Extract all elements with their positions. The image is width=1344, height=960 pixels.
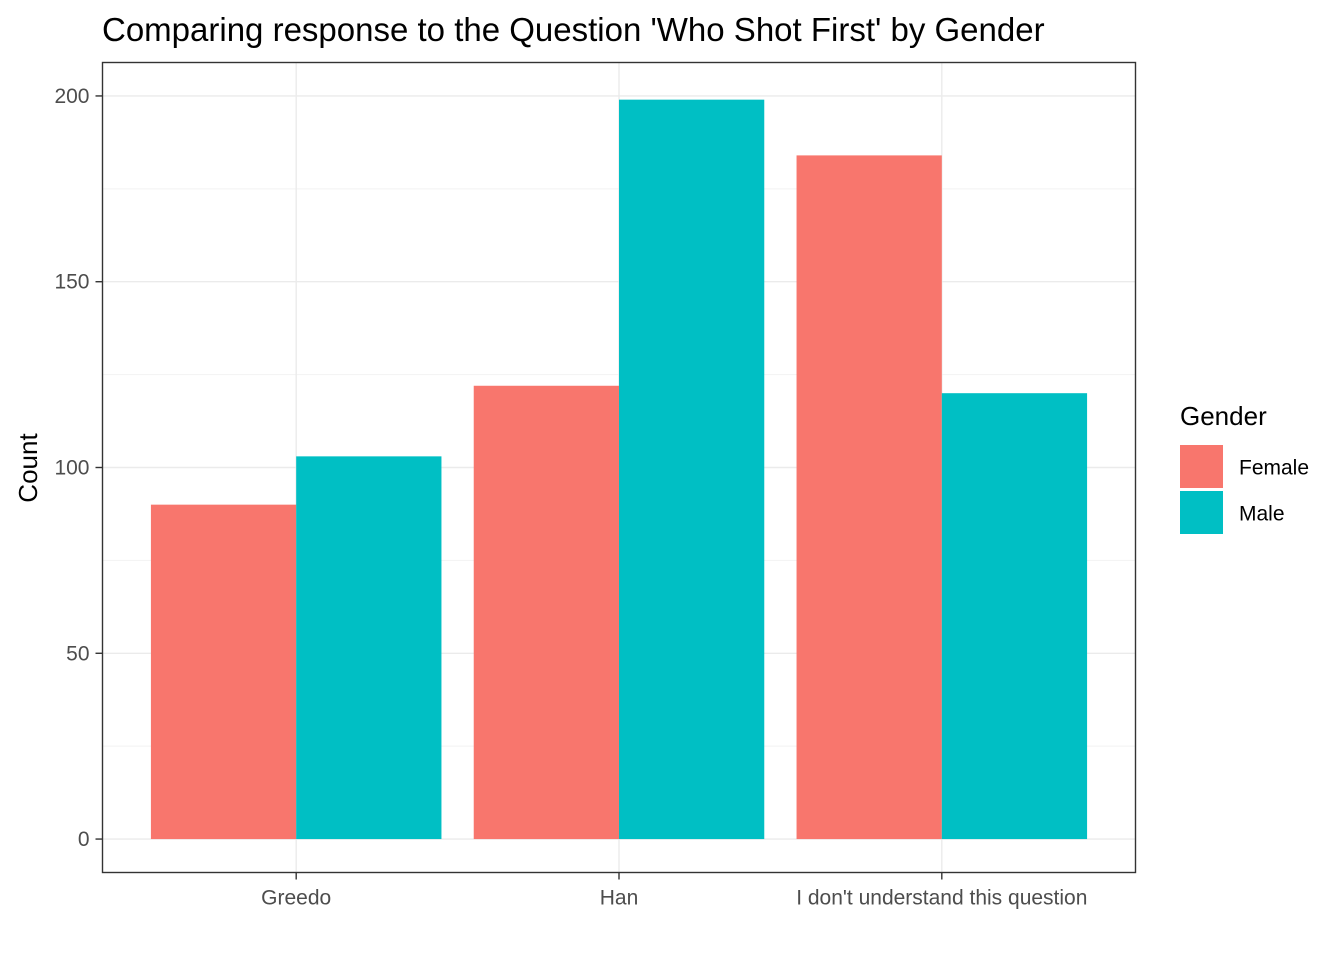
y-tick-label: 100 xyxy=(54,457,89,480)
bar-male-3 xyxy=(941,393,1088,840)
y-axis-title: Count xyxy=(13,433,43,503)
bar-female-3 xyxy=(796,155,942,840)
y-tick-label: 50 xyxy=(66,642,89,665)
bar-female-2 xyxy=(473,385,619,840)
y-tick-label: 150 xyxy=(54,271,89,294)
y-tick-label: 200 xyxy=(54,85,89,108)
legend-key-female xyxy=(1180,445,1223,488)
x-tick-label: I don't understand this question xyxy=(796,887,1087,910)
legend-title: Gender xyxy=(1180,401,1267,431)
legend: Gender Female Male xyxy=(1180,401,1309,534)
x-tick-label: Greedo xyxy=(261,887,331,910)
bar-male-2 xyxy=(619,99,765,840)
x-tick-label: Han xyxy=(600,887,639,910)
legend-label-male: Male xyxy=(1239,503,1285,526)
y-tick-label: 0 xyxy=(78,828,90,851)
chart-title: Comparing response to the Question 'Who … xyxy=(102,11,1045,48)
bar-female-1 xyxy=(150,504,297,840)
legend-key-male xyxy=(1180,491,1223,534)
y-axis: 0 50 100 150 200 xyxy=(54,85,103,851)
bars-group xyxy=(150,99,1088,840)
legend-label-female: Female xyxy=(1239,457,1309,480)
x-axis: Greedo Han I don't understand this questio… xyxy=(261,872,1087,910)
bar-male-1 xyxy=(296,456,442,840)
